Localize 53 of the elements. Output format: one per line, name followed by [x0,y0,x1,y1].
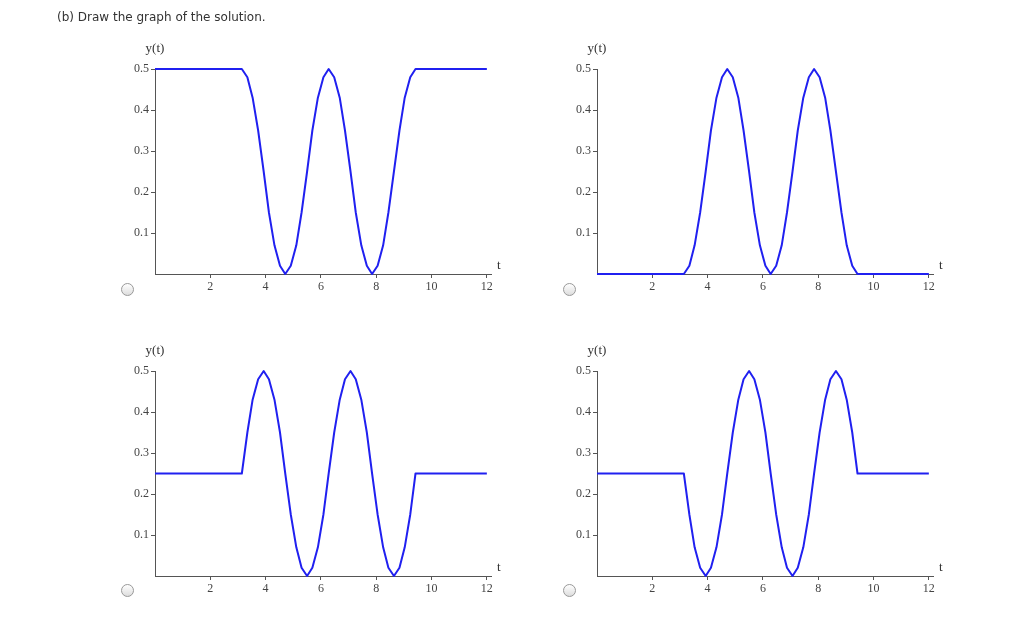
x-axis-title: t [497,256,501,272]
x-tick-label: 8 [815,581,822,596]
y-tick-label: 0.1 [134,225,149,240]
x-tick-label: 12 [922,279,935,294]
y-tick-label: 0.3 [134,143,149,158]
x-tick-label: 2 [207,581,214,596]
x-tick-label: 6 [317,279,324,294]
y-tick-label: 0.4 [576,404,591,419]
y-tick-label: 0.2 [134,486,149,501]
x-tick-label: 8 [373,279,380,294]
y-axis-title: y(t) [145,341,165,357]
y-tick-label: 0.3 [134,445,149,460]
x-tick-label: 8 [815,279,822,294]
y-tick-label: 0.4 [134,102,149,117]
y-tick-label: 0.5 [576,363,591,378]
x-tick-label: 12 [480,279,493,294]
x-tick-label: 8 [373,581,380,596]
x-tick-label: 10 [867,581,880,596]
y-axis-title: y(t) [587,39,607,55]
x-tick-label: 4 [262,279,269,294]
x-tick-label: 2 [649,581,656,596]
x-tick-label: 10 [425,279,438,294]
x-tick-label: 6 [759,581,766,596]
y-tick-label: 0.4 [134,404,149,419]
x-tick-label: 4 [704,581,711,596]
y-tick-label: 0.5 [576,61,591,76]
x-tick-label: 10 [425,581,438,596]
chart-title: (b) Draw the graph of the solution. [57,10,266,24]
x-axis-title: t [939,256,943,272]
x-tick-label: 4 [704,279,711,294]
y-tick-label: 0.1 [134,527,149,542]
x-tick-label: 2 [207,279,214,294]
x-tick-label: 4 [262,581,269,596]
y-axis-title: y(t) [145,39,165,55]
x-tick-label: 12 [480,581,493,596]
y-tick-label: 0.3 [576,143,591,158]
x-axis-title: t [939,558,943,574]
y-tick-label: 0.3 [576,445,591,460]
y-tick-label: 0.1 [576,225,591,240]
y-tick-label: 0.2 [576,486,591,501]
x-tick-label: 2 [649,279,656,294]
x-tick-label: 12 [922,581,935,596]
y-axis-title: y(t) [587,341,607,357]
y-tick-label: 0.1 [576,527,591,542]
y-tick-label: 0.5 [134,363,149,378]
y-tick-label: 0.2 [576,184,591,199]
y-tick-label: 0.4 [576,102,591,117]
y-tick-label: 0.2 [134,184,149,199]
x-tick-label: 6 [317,581,324,596]
x-tick-label: 10 [867,279,880,294]
x-tick-label: 6 [759,279,766,294]
y-tick-label: 0.5 [134,61,149,76]
x-axis-title: t [497,558,501,574]
